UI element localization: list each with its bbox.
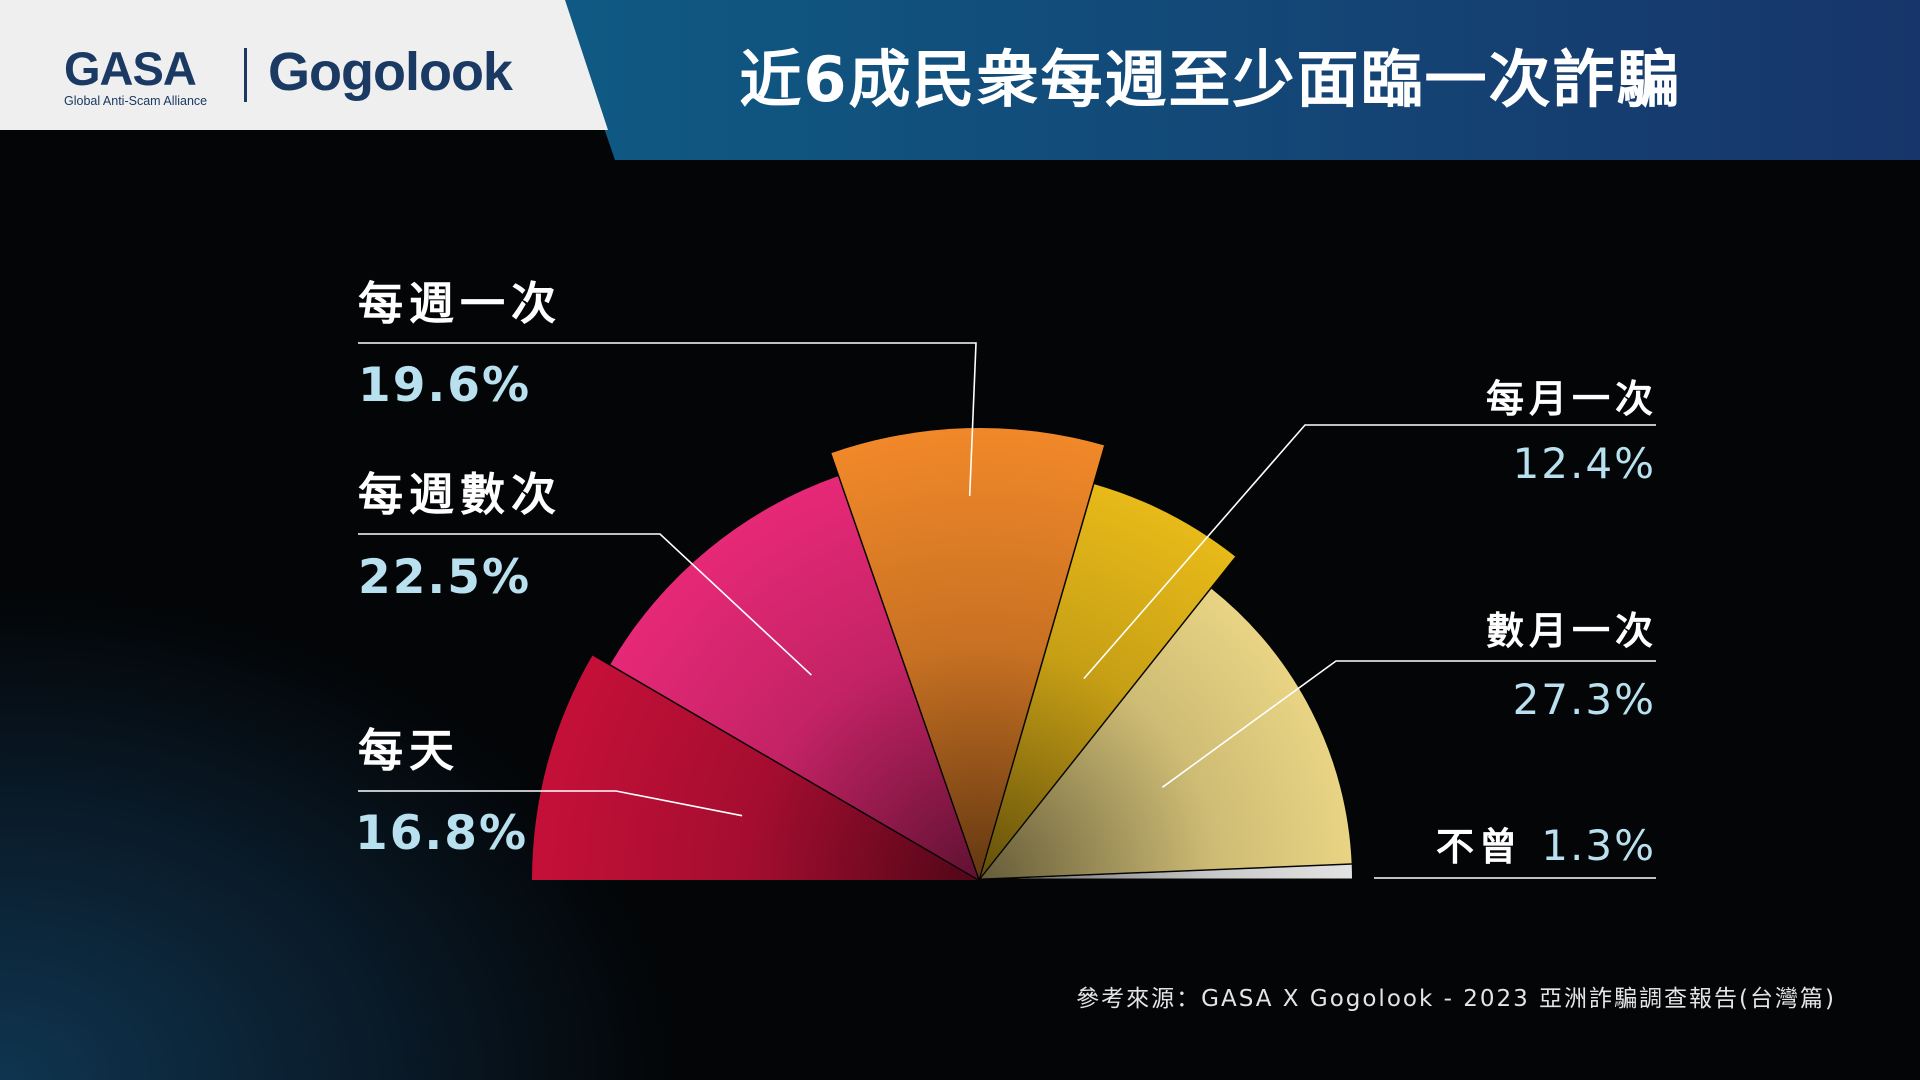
pie-slice-separator-several-times-weekly — [837, 475, 982, 881]
value-label-every-few-months: 27.3% — [1512, 675, 1656, 724]
value-label-never: 1.3% — [1541, 821, 1656, 870]
leader-line-daily — [358, 790, 743, 817]
category-label-once-weekly: 每週一次 — [358, 277, 563, 330]
leader-line-once-weekly — [358, 342, 977, 496]
page-title: 近6成民衆每週至少面臨一次詐騙 — [739, 43, 1681, 116]
leader-line-once-monthly — [1083, 424, 1656, 680]
logo-divider — [244, 48, 247, 102]
pie-slice-shading-once-monthly — [980, 484, 1237, 880]
header: GASA Global Anti-Scam Alliance Gogolook … — [0, 0, 1920, 165]
category-label-once-monthly: 每月一次 — [1485, 377, 1658, 421]
pie-slice-shading-once-weekly — [831, 428, 1106, 880]
value-label-once-monthly: 12.4% — [1512, 439, 1656, 488]
category-label-never: 不曾 — [1435, 825, 1522, 869]
gogolook-logo: Gogolook — [268, 42, 513, 102]
gasa-logo-subtitle: Global Anti-Scam Alliance — [64, 94, 208, 108]
leader-line-every-few-months — [1161, 660, 1656, 788]
value-label-several-times-weekly: 22.5% — [358, 550, 532, 605]
gasa-logo: GASA Global Anti-Scam Alliance — [64, 42, 224, 109]
category-label-daily: 每天 — [358, 724, 461, 777]
gasa-logo-text: GASA — [64, 42, 197, 95]
header-title-band — [560, 0, 1920, 160]
pie-slice-shading-several-times-weekly — [610, 475, 980, 880]
pie-slice-shading-never — [980, 864, 1353, 880]
value-label-daily: 16.8% — [355, 806, 529, 861]
leader-line-several-times-weekly — [358, 533, 812, 676]
header-background — [0, 0, 1920, 160]
category-label-several-times-weekly: 每週數次 — [358, 468, 563, 521]
category-label-every-few-months: 數月一次 — [1485, 609, 1658, 653]
pie-slice-shading-daily — [532, 654, 980, 880]
pie-slice-shading-every-few-months — [980, 588, 1352, 880]
source-note: 參考來源：GASA X Gogolook - 2023 亞洲詐騙調查報告(台灣篇… — [1076, 986, 1836, 1012]
header-logo-band — [0, 0, 608, 130]
value-label-once-weekly: 19.6% — [358, 358, 532, 413]
